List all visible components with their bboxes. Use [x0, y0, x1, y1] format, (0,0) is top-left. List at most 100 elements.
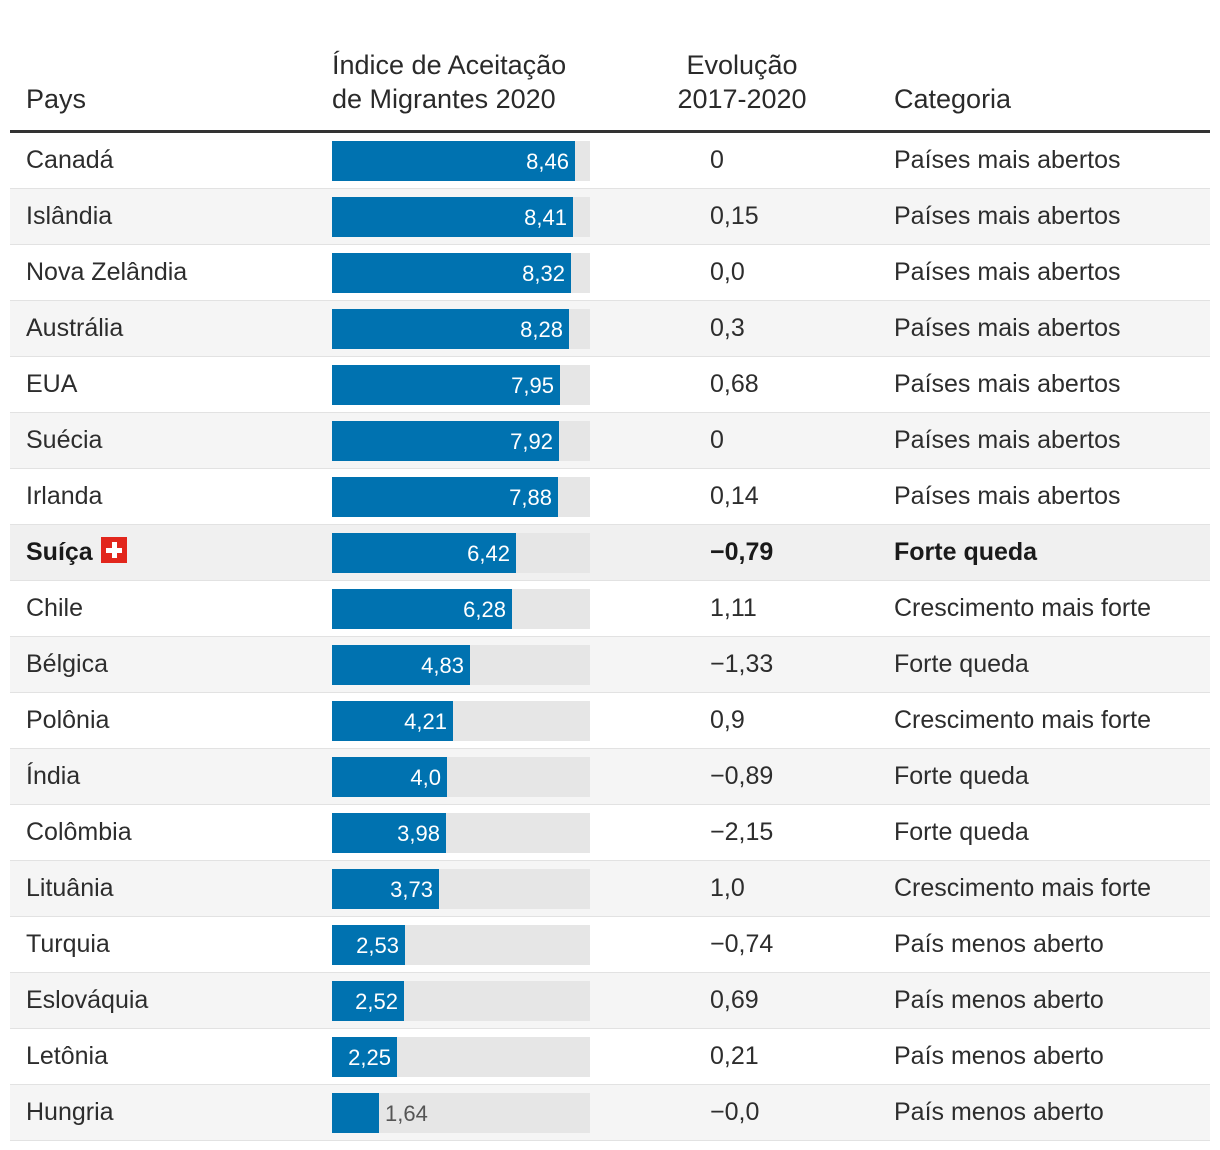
table-row: Canadá 8,46 0 Países mais abertos — [10, 133, 1210, 189]
bar-value-label: 6,42 — [467, 541, 510, 566]
bar-track: 4,0 — [332, 757, 590, 797]
evolution-cell: 0,14 — [710, 482, 759, 510]
country-cell: Bélgica — [26, 637, 108, 692]
index-bar — [332, 421, 559, 461]
table-row: EUA 7,95 0,68 Países mais abertos — [10, 357, 1210, 413]
country-cell: Lituânia — [26, 861, 114, 916]
country-cell: Colômbia — [26, 805, 132, 860]
bar-track: 6,28 — [332, 589, 590, 629]
category-cell: Forte queda — [894, 762, 1029, 790]
evolution-cell: 0,68 — [710, 370, 759, 398]
index-bar — [332, 1093, 379, 1133]
country-name: Turquia — [26, 930, 110, 958]
category-cell: Países mais abertos — [894, 370, 1121, 398]
bar-track: 2,53 — [332, 925, 590, 965]
evolution-cell: −1,33 — [710, 650, 774, 678]
country-cell: Turquia — [26, 917, 110, 972]
header-evolution-line1: Evolução — [686, 50, 798, 80]
header-country: Pays — [26, 84, 87, 114]
table-row: Hungria 1,64 −0,0 País menos aberto — [10, 1085, 1210, 1141]
header-index-line1: Índice de Aceitação — [332, 50, 567, 80]
evolution-cell: 0,21 — [710, 1042, 759, 1070]
evolution-cell: −0,89 — [710, 762, 774, 790]
table-row: Polônia 4,21 0,9 Crescimento mais forte — [10, 693, 1210, 749]
category-cell: País menos aberto — [894, 1042, 1104, 1070]
bar-value-label: 7,92 — [510, 429, 553, 454]
evolution-cell: 0,9 — [710, 706, 745, 734]
bar-value-label: 8,41 — [524, 205, 567, 230]
bar-track: 3,73 — [332, 869, 590, 909]
country-name: Letônia — [26, 1042, 109, 1070]
country-name: Lituânia — [26, 874, 114, 902]
country-cell: Irlanda — [26, 469, 102, 524]
bar-track: 7,92 — [332, 421, 590, 461]
index-bar — [332, 1037, 397, 1077]
table-row: Chile 6,28 1,11 Crescimento mais forte — [10, 581, 1210, 637]
evolution-cell: −2,15 — [710, 818, 774, 846]
country-cell: Hungria — [26, 1085, 114, 1140]
migrant-acceptance-table: Pays Índice de Aceitação de Migrantes 20… — [10, 0, 1210, 1141]
country-name: Canadá — [26, 146, 114, 174]
table-row: Nova Zelândia 8,32 0,0 Países mais abertos — [10, 245, 1210, 301]
table-row: Bélgica 4,83 −1,33 Forte queda — [10, 637, 1210, 693]
bar-track: 8,41 — [332, 197, 590, 237]
header-index-line2: de Migrantes 2020 — [332, 84, 556, 114]
bar-value-label: 6,28 — [463, 597, 506, 622]
index-bar — [332, 533, 516, 573]
category-cell: Crescimento mais forte — [894, 594, 1152, 622]
bar-value-label: 4,83 — [421, 653, 464, 678]
header-evolution-line2: 2017-2020 — [677, 84, 807, 114]
bar-value-label: 1,64 — [385, 1101, 428, 1126]
country-name: Austrália — [26, 314, 124, 342]
table-row: Turquia 2,53 −0,74 País menos aberto — [10, 917, 1210, 973]
table-row: Letônia 2,25 0,21 País menos aberto — [10, 1029, 1210, 1085]
country-name: Suécia — [26, 426, 103, 454]
evolution-cell: 0,0 — [710, 258, 745, 286]
bar-value-label: 2,52 — [355, 989, 398, 1014]
country-name: EUA — [26, 370, 78, 398]
bar-track: 3,98 — [332, 813, 590, 853]
index-bar — [332, 813, 446, 853]
category-cell: Crescimento mais forte — [894, 874, 1152, 902]
bar-track: 7,88 — [332, 477, 590, 517]
country-name: Chile — [26, 594, 83, 622]
category-cell: Forte queda — [894, 818, 1029, 846]
bar-value-label: 4,0 — [410, 765, 441, 790]
table-row: Islândia 8,41 0,15 Países mais abertos — [10, 189, 1210, 245]
header-rule — [10, 130, 1210, 133]
category-cell: País menos aberto — [894, 1098, 1104, 1126]
country-name: Polônia — [26, 706, 110, 734]
bar-track: 2,52 — [332, 981, 590, 1021]
category-cell: Países mais abertos — [894, 146, 1121, 174]
country-name: Suíça — [26, 538, 93, 566]
country-cell: Índia — [26, 749, 80, 804]
bar-value-label: 4,21 — [404, 709, 447, 734]
bar-track: 2,25 — [332, 1037, 590, 1077]
evolution-cell: 0,69 — [710, 986, 759, 1014]
index-bar — [332, 701, 453, 741]
country-name: Islândia — [26, 202, 113, 230]
country-cell: Canadá — [26, 133, 114, 188]
index-bar — [332, 141, 575, 181]
bar-value-label: 2,25 — [348, 1045, 391, 1070]
country-cell: Islândia — [26, 189, 112, 244]
bar-track: 1,64 — [332, 1093, 590, 1133]
table-row: Eslováquia 2,52 0,69 País menos aberto — [10, 973, 1210, 1029]
country-cell: Austrália — [26, 301, 123, 356]
bar-value-label: 2,53 — [356, 933, 399, 958]
evolution-cell: −0,0 — [710, 1098, 760, 1126]
header-index: Índice de Aceitação de Migrantes 2020 — [332, 48, 566, 116]
index-bar — [332, 365, 560, 405]
bar-value-label: 8,32 — [522, 261, 565, 286]
table-header: Pays Índice de Aceitação de Migrantes 20… — [10, 0, 1210, 130]
evolution-cell: 0 — [710, 146, 724, 174]
bar-value-label: 7,95 — [511, 373, 554, 398]
category-cell: Forte queda — [894, 650, 1029, 678]
table-body: Canadá 8,46 0 Países mais abertos Islândia 8,… — [10, 133, 1210, 1141]
country-name: Colômbia — [26, 818, 132, 846]
index-bar — [332, 477, 558, 517]
bar-track: 7,95 — [332, 365, 590, 405]
country-cell: Nova Zelândia — [26, 245, 187, 300]
evolution-cell: 1,11 — [710, 594, 757, 622]
category-cell: Países mais abertos — [894, 258, 1121, 286]
